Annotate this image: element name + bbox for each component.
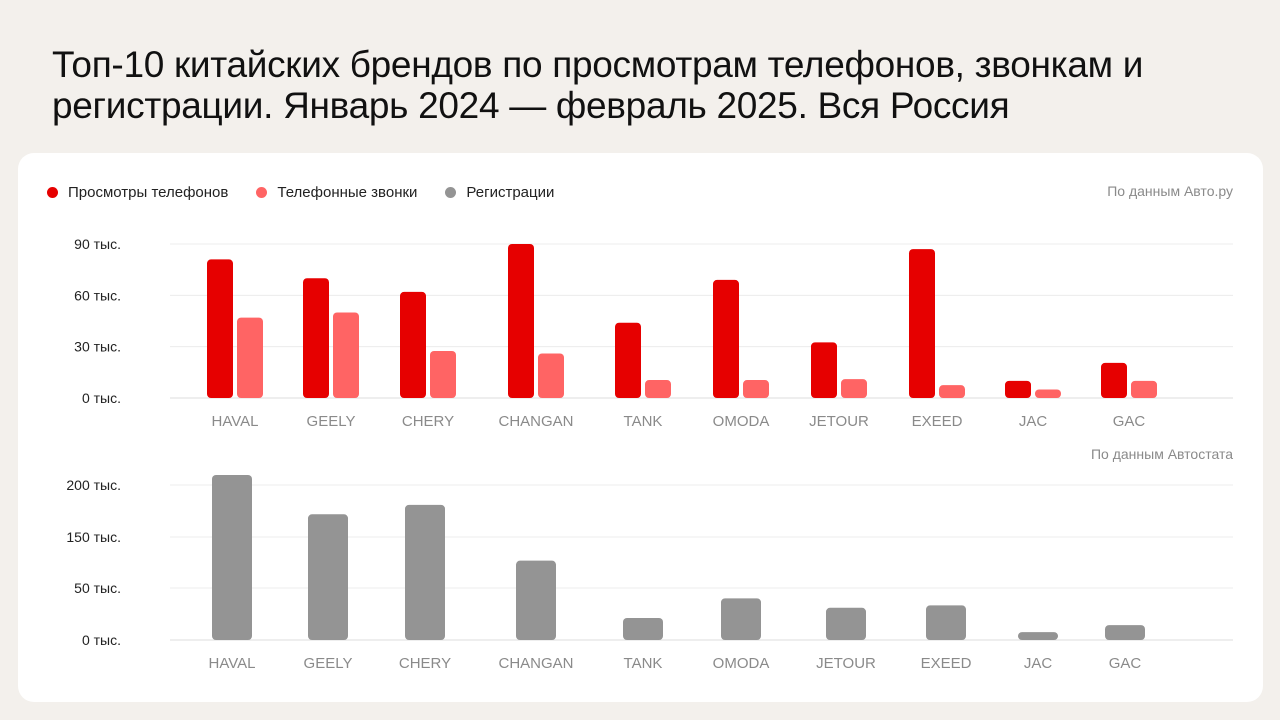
bar-calls-geely bbox=[333, 312, 359, 398]
x-tick-label: CHANGAN bbox=[498, 413, 573, 430]
y-tick-label: 200 тыс. bbox=[66, 477, 121, 493]
bar-views-jac bbox=[1005, 380, 1031, 398]
bar-registrations-haval bbox=[212, 475, 252, 640]
x-tick-label: OMODA bbox=[713, 655, 770, 672]
x-tick-label: JAC bbox=[1019, 413, 1048, 430]
x-tick-label: CHERY bbox=[402, 413, 454, 430]
bar-views-jetour bbox=[811, 342, 837, 398]
x-tick-label: CHERY bbox=[399, 655, 451, 672]
bar-views-exeed bbox=[909, 249, 935, 398]
x-tick-label: HAVAL bbox=[209, 655, 256, 672]
bar-calls-haval bbox=[237, 317, 263, 398]
legend-dot-views bbox=[47, 186, 58, 198]
source-note-autostat: По данным Автостата bbox=[1090, 446, 1233, 462]
legend-label-calls: Телефонные звонки bbox=[277, 183, 418, 201]
legend-item-calls: Телефонные звонки bbox=[256, 184, 417, 201]
bar-views-changan bbox=[508, 244, 534, 398]
y-tick-label: 60 тыс. bbox=[74, 287, 121, 303]
bar-registrations-omoda bbox=[721, 598, 761, 640]
x-tick-label: OMODA bbox=[713, 413, 770, 430]
x-tick-label: EXEED bbox=[921, 655, 972, 672]
bar-views-omoda bbox=[713, 279, 739, 398]
y-tick-label: 150 тыс. bbox=[66, 529, 121, 545]
bar-calls-changan bbox=[538, 353, 564, 398]
bar-calls-omoda bbox=[743, 380, 769, 398]
legend-dot-registrations bbox=[445, 186, 457, 198]
y-tick-label: 90 тыс. bbox=[74, 236, 121, 252]
y-tick-label: 30 тыс. bbox=[74, 339, 121, 355]
x-tick-label: GAC bbox=[1109, 655, 1142, 672]
x-tick-label: HAVAL bbox=[212, 413, 259, 430]
x-tick-label: TANK bbox=[624, 655, 663, 672]
legend-label-registrations: Регистрации bbox=[466, 183, 555, 201]
y-tick-label: 0 тыс. bbox=[82, 632, 121, 648]
bar-registrations-exeed bbox=[926, 605, 966, 640]
bar-registrations-jac bbox=[1018, 632, 1058, 640]
bar-registrations-tank bbox=[623, 618, 663, 640]
bar-registrations-geely bbox=[308, 514, 348, 640]
bar-registrations-jetour bbox=[826, 607, 866, 640]
bar-views-geely bbox=[303, 278, 329, 398]
bar-registrations-gac bbox=[1105, 625, 1145, 640]
x-tick-label: GEELY bbox=[304, 655, 353, 672]
bar-views-haval bbox=[207, 259, 233, 398]
x-tick-label: EXEED bbox=[912, 413, 963, 430]
bar-views-chery bbox=[400, 291, 426, 398]
bar-views-gac bbox=[1101, 362, 1127, 398]
bar-calls-chery bbox=[430, 350, 456, 398]
bar-calls-gac bbox=[1131, 380, 1157, 398]
y-tick-label: 50 тыс. bbox=[74, 580, 121, 596]
x-tick-label: GAC bbox=[1113, 413, 1146, 430]
y-tick-label: 0 тыс. bbox=[82, 390, 121, 406]
x-tick-label: GEELY bbox=[307, 413, 356, 430]
bar-calls-exeed bbox=[939, 385, 965, 398]
legend-item-views: Просмотры телефонов bbox=[47, 184, 228, 201]
x-tick-label: JETOUR bbox=[809, 413, 869, 430]
bar-registrations-changan bbox=[516, 560, 556, 640]
bar-registrations-chery bbox=[405, 504, 445, 640]
bar-calls-tank bbox=[645, 380, 671, 398]
bar-views-tank bbox=[615, 322, 641, 398]
page-title: Топ-10 китайских брендов по просмотрам т… bbox=[52, 44, 1144, 126]
bar-calls-jetour bbox=[841, 379, 867, 398]
legend-item-registrations: Регистрации bbox=[445, 184, 554, 201]
x-tick-label: JAC bbox=[1024, 655, 1053, 672]
x-tick-label: JETOUR bbox=[816, 655, 876, 672]
x-tick-label: TANK bbox=[624, 413, 663, 430]
legend-dot-calls bbox=[256, 186, 268, 198]
x-tick-label: CHANGAN bbox=[498, 655, 573, 672]
source-note-autoru: По данным Авто.ру bbox=[1107, 183, 1233, 199]
legend-label-views: Просмотры телефонов bbox=[68, 183, 229, 201]
legend: Просмотры телефонов Телефонные звонки Ре… bbox=[47, 182, 582, 202]
bar-calls-jac bbox=[1035, 389, 1061, 398]
